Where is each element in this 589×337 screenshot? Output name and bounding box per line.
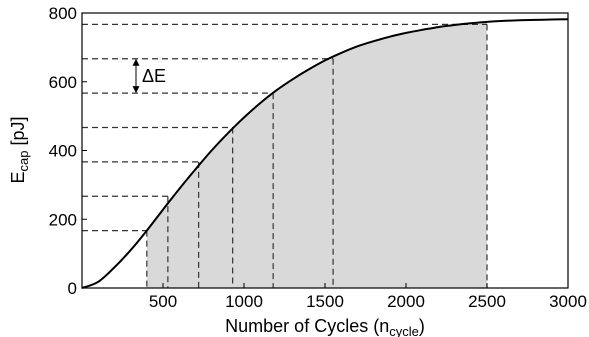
delta-e-label: ΔE bbox=[142, 66, 166, 86]
y-tick-label: 400 bbox=[49, 142, 77, 161]
y-tick-label: 200 bbox=[49, 210, 77, 229]
delta-e-arrowhead-top bbox=[132, 58, 140, 66]
shaded-region bbox=[146, 21, 488, 289]
x-tick-label: 1000 bbox=[225, 292, 263, 311]
y-axis-label: Ecap [pJ] bbox=[8, 117, 31, 184]
x-tick-label: 2500 bbox=[468, 292, 506, 311]
x-tick-label: 3000 bbox=[549, 292, 587, 311]
energy-curve bbox=[81, 18, 569, 289]
y-tick-label: 600 bbox=[49, 73, 77, 92]
y-tick-label: 800 bbox=[49, 4, 77, 23]
x-tick-label: 1500 bbox=[306, 292, 344, 311]
delta-e-arrowhead-bottom bbox=[132, 86, 140, 94]
x-axis-label: Number of Cycles (ncycle) bbox=[225, 316, 425, 337]
y-tick-label: 0 bbox=[68, 279, 77, 298]
x-tick-label: 500 bbox=[149, 292, 177, 311]
x-tick-label: 2000 bbox=[387, 292, 425, 311]
